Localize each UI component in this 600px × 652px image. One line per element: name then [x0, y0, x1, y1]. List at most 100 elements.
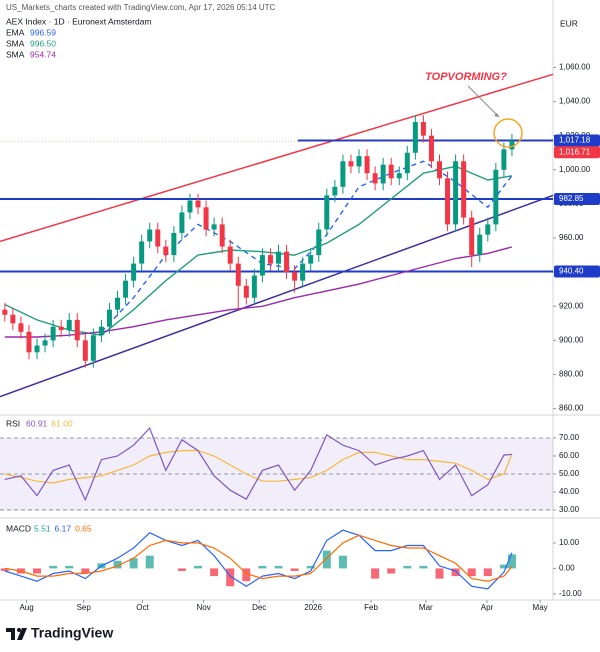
- y-tick-label: -10.00: [559, 589, 582, 598]
- histogram-bar: [403, 565, 412, 569]
- candle-body: [26, 331, 32, 353]
- candle-body: [235, 263, 241, 286]
- legend-value: 61.00: [51, 418, 73, 428]
- histogram-bar: [81, 568, 90, 574]
- candle-body: [485, 224, 491, 235]
- candle-body: [267, 255, 273, 264]
- candle-body: [98, 326, 104, 336]
- candle-body: [300, 263, 306, 281]
- plot-layer: 860.00880.00900.00920.00940.00960.00980.…: [0, 27, 600, 612]
- chart-title: AEX Index · 1D · Euronext Amsterdam: [6, 16, 152, 26]
- x-tick-label: Sep: [77, 603, 92, 612]
- x-tick-label: Oct: [136, 603, 149, 612]
- candle-body: [445, 178, 451, 225]
- candle-body: [139, 241, 145, 264]
- histogram-bar: [194, 565, 203, 569]
- candle-body: [332, 186, 338, 196]
- candle-body: [477, 234, 483, 256]
- y-tick-label: 40.00: [559, 487, 580, 496]
- candle-body: [316, 229, 322, 256]
- candle-body: [453, 161, 459, 225]
- y-tick-label: 1,000.00: [559, 165, 591, 174]
- brand: TradingView: [31, 625, 113, 641]
- level-label: 982.85: [559, 194, 584, 203]
- candle-body: [2, 309, 8, 315]
- candle-body: [58, 326, 64, 331]
- candle-body: [469, 217, 475, 256]
- y-tick-label: 1,040.00: [559, 97, 591, 106]
- candle-body: [163, 246, 169, 256]
- histogram-bar: [387, 568, 396, 574]
- candle-body: [356, 156, 362, 167]
- x-tick-label: 2026: [304, 603, 322, 612]
- legend-value: 6.17: [55, 523, 72, 533]
- indicator-line: [4, 534, 513, 582]
- candle-body: [42, 340, 48, 346]
- x-tick-label: Aug: [19, 603, 33, 612]
- last-price-label: 1,016.71: [559, 147, 591, 156]
- histogram-bar: [435, 568, 444, 579]
- indicator-line: [4, 450, 513, 484]
- histogram-bar: [226, 568, 235, 587]
- histogram-bar: [0, 568, 9, 571]
- histogram-bar: [242, 568, 251, 582]
- y-tick-label: 1,060.00: [559, 63, 591, 72]
- ma-line: [100, 160, 513, 333]
- legend-value: 954.74: [30, 49, 56, 59]
- candle-body: [50, 326, 56, 341]
- ma-line: [4, 165, 513, 336]
- x-tick-label: Mar: [419, 603, 433, 612]
- candle-body: [147, 229, 153, 242]
- level-tag: [554, 134, 600, 147]
- candle-body: [82, 340, 88, 361]
- y-tick-label: 860.00: [559, 404, 584, 413]
- candle-body: [211, 224, 217, 230]
- candle-body: [251, 275, 257, 298]
- histogram-bar: [338, 555, 347, 569]
- pane-title: RSI: [6, 418, 20, 428]
- candle-body: [179, 212, 185, 233]
- y-tick-label: 10.00: [559, 538, 580, 547]
- x-tick-label: Apr: [481, 603, 494, 612]
- candle-body: [74, 319, 80, 341]
- candle-body: [396, 173, 402, 179]
- y-unit: EUR: [560, 18, 578, 28]
- candle-body: [509, 140, 515, 150]
- candle-body: [259, 255, 265, 276]
- candle-body: [18, 323, 24, 332]
- histogram-bar: [258, 565, 267, 569]
- candle-body: [131, 263, 137, 281]
- legend-value: 996.50: [30, 38, 56, 48]
- x-tick-label: Dec: [252, 603, 266, 612]
- annotation: TOPVORMING?: [425, 71, 507, 83]
- histogram-bar: [467, 568, 476, 577]
- candle-body: [372, 173, 378, 184]
- y-tick-label: 50.00: [559, 469, 580, 478]
- highlight-circle: [493, 118, 523, 148]
- candle-body: [412, 122, 418, 153]
- candle-body: [187, 200, 193, 213]
- candle-body: [195, 200, 201, 208]
- x-tick-label: Feb: [364, 603, 378, 612]
- candle-body: [219, 224, 225, 247]
- histogram-bar: [274, 565, 283, 569]
- y-tick-label: 60.00: [559, 451, 580, 460]
- candle-body: [420, 122, 426, 136]
- histogram-bar: [306, 565, 315, 569]
- histogram-bar: [290, 568, 299, 571]
- histogram-bar: [49, 565, 58, 569]
- trendline: [0, 73, 554, 243]
- logo-dot: [17, 628, 21, 632]
- candle-body: [437, 161, 443, 179]
- candle-body: [171, 232, 177, 256]
- legend-value: 0.65: [75, 523, 92, 533]
- candle-body: [155, 229, 161, 247]
- level-tag: [554, 265, 600, 278]
- candle-body: [34, 345, 40, 353]
- x-tick-label: Nov: [197, 603, 211, 612]
- y-tick-label: 30.00: [559, 505, 580, 514]
- histogram-bar: [371, 568, 380, 579]
- candle-body: [123, 280, 129, 298]
- histogram-bar: [419, 565, 428, 569]
